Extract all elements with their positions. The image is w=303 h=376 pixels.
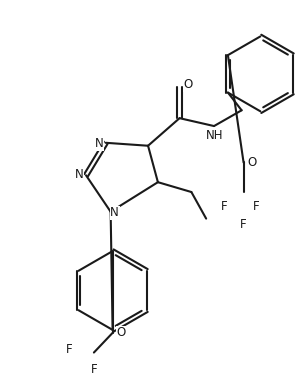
- Text: O: O: [184, 78, 193, 91]
- Text: O: O: [248, 156, 257, 169]
- Text: F: F: [240, 218, 247, 231]
- Text: O: O: [117, 326, 126, 340]
- Text: NH: NH: [206, 129, 224, 143]
- Text: N: N: [75, 168, 84, 181]
- Text: N: N: [110, 206, 119, 219]
- Text: F: F: [91, 363, 97, 376]
- Text: F: F: [66, 343, 73, 356]
- Text: N: N: [95, 137, 103, 150]
- Text: F: F: [253, 200, 260, 213]
- Text: F: F: [221, 200, 227, 213]
